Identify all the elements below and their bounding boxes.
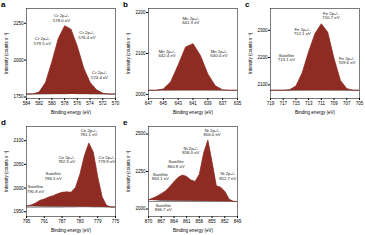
svg-text:870: 870 bbox=[145, 219, 153, 224]
svg-text:Fe 2p₃/₂710.7 eV: Fe 2p₃/₂710.7 eV bbox=[322, 11, 339, 21]
svg-text:Binding energy (eV): Binding energy (eV) bbox=[295, 110, 335, 115]
svg-text:2200: 2200 bbox=[257, 55, 268, 60]
svg-text:Fe 2p₃/₂712.1 eV: Fe 2p₃/₂712.1 eV bbox=[294, 27, 311, 37]
svg-text:787: 787 bbox=[58, 219, 66, 224]
svg-text:Satellite866.7 eV: Satellite866.7 eV bbox=[155, 203, 172, 213]
svg-text:2200: 2200 bbox=[135, 10, 146, 15]
html-text:a: a bbox=[1, 0, 6, 9]
svg-text:576: 576 bbox=[74, 101, 82, 106]
svg-text:705: 705 bbox=[356, 101, 364, 106]
svg-text:Intensity (counts s⁻¹): Intensity (counts s⁻¹) bbox=[248, 32, 253, 74]
svg-text:584: 584 bbox=[23, 101, 31, 106]
html-text:d: d bbox=[1, 118, 6, 127]
svg-text:582: 582 bbox=[35, 101, 43, 106]
svg-text:852: 852 bbox=[221, 219, 229, 224]
svg-text:Satellite863.1 eV: Satellite863.1 eV bbox=[152, 172, 169, 182]
svg-text:713: 713 bbox=[305, 101, 313, 106]
svg-text:578: 578 bbox=[61, 101, 69, 106]
svg-text:Ni 2p₃/₂852.7 eV: Ni 2p₃/₂852.7 eV bbox=[219, 171, 236, 181]
svg-text:2250: 2250 bbox=[13, 21, 24, 26]
svg-text:645: 645 bbox=[160, 101, 168, 106]
html-text:c: c bbox=[245, 0, 250, 9]
svg-text:Cr 2p₃/₂579.5 eV: Cr 2p₃/₂579.5 eV bbox=[34, 36, 51, 46]
svg-text:572: 572 bbox=[99, 101, 107, 106]
svg-text:Cr 2p₃/₂578.0 eV: Cr 2p₃/₂578.0 eV bbox=[53, 13, 70, 23]
svg-text:717: 717 bbox=[279, 101, 287, 106]
svg-text:2000: 2000 bbox=[135, 92, 146, 97]
html-text:b: b bbox=[123, 0, 128, 9]
svg-text:Fe 2p₃/₂709.6 eV: Fe 2p₃/₂709.6 eV bbox=[338, 56, 355, 66]
svg-text:2100: 2100 bbox=[13, 138, 24, 143]
svg-text:Binding energy (eV): Binding energy (eV) bbox=[173, 228, 213, 233]
svg-text:Satellite860.8 eV: Satellite860.8 eV bbox=[167, 159, 184, 169]
svg-text:639: 639 bbox=[204, 101, 212, 106]
html-text:e: e bbox=[123, 118, 128, 127]
svg-text:858: 858 bbox=[196, 219, 204, 224]
svg-text:635: 635 bbox=[234, 101, 242, 106]
svg-text:783: 783 bbox=[76, 219, 84, 224]
svg-text:637: 637 bbox=[219, 101, 227, 106]
svg-text:570: 570 bbox=[112, 101, 120, 106]
svg-text:775: 775 bbox=[112, 219, 120, 224]
svg-text:855: 855 bbox=[208, 219, 216, 224]
svg-text:Co 2p₃/₂781.1 eV: Co 2p₃/₂781.1 eV bbox=[80, 128, 97, 138]
svg-text:2000: 2000 bbox=[13, 58, 24, 63]
svg-text:791: 791 bbox=[41, 219, 49, 224]
svg-text:Binding energy (eV): Binding energy (eV) bbox=[173, 110, 213, 115]
svg-text:Binding energy (eV): Binding energy (eV) bbox=[51, 228, 91, 233]
svg-text:2250: 2250 bbox=[135, 169, 146, 174]
svg-text:Ni 2p₃/₂856.0 eV: Ni 2p₃/₂856.0 eV bbox=[203, 128, 220, 138]
svg-text:Mn 2p₃/₂641.3 eV: Mn 2p₃/₂641.3 eV bbox=[182, 16, 199, 26]
svg-text:795: 795 bbox=[23, 219, 31, 224]
svg-text:2100: 2100 bbox=[135, 51, 146, 56]
svg-text:849: 849 bbox=[234, 219, 242, 224]
svg-text:2100: 2100 bbox=[257, 82, 268, 87]
svg-text:2050: 2050 bbox=[13, 162, 24, 167]
svg-text:Satellite786.5 eV: Satellite786.5 eV bbox=[45, 171, 62, 181]
svg-text:580: 580 bbox=[48, 101, 56, 106]
svg-text:864: 864 bbox=[170, 219, 178, 224]
svg-text:Cr 2p₃/₂576.4 eV: Cr 2p₃/₂576.4 eV bbox=[78, 30, 95, 40]
svg-text:867: 867 bbox=[157, 219, 165, 224]
svg-text:Satellite713.1 eV: Satellite713.1 eV bbox=[278, 53, 295, 63]
svg-text:Co 2p₃/₂779.9 eV: Co 2p₃/₂779.9 eV bbox=[98, 155, 115, 165]
svg-text:Satellite790.8 eV: Satellite790.8 eV bbox=[27, 184, 44, 194]
svg-text:2000: 2000 bbox=[135, 206, 146, 211]
svg-text:Co 2p₃/₂782.3 eV: Co 2p₃/₂782.3 eV bbox=[58, 155, 75, 165]
svg-text:Binding energy (eV): Binding energy (eV) bbox=[51, 110, 91, 115]
svg-text:2500: 2500 bbox=[135, 131, 146, 136]
svg-text:Mn 2p₃/₂642.4 eV: Mn 2p₃/₂642.4 eV bbox=[158, 49, 175, 59]
svg-text:1750: 1750 bbox=[13, 94, 24, 99]
svg-text:643: 643 bbox=[174, 101, 182, 106]
svg-text:Intensity (counts s⁻¹): Intensity (counts s⁻¹) bbox=[126, 150, 131, 192]
svg-text:709: 709 bbox=[330, 101, 338, 106]
svg-text:861: 861 bbox=[183, 219, 191, 224]
svg-text:711: 711 bbox=[318, 101, 326, 106]
svg-text:Mn 2p₃/₂640.0 eV: Mn 2p₃/₂640.0 eV bbox=[210, 49, 227, 59]
svg-text:Intensity (counts s⁻¹): Intensity (counts s⁻¹) bbox=[4, 150, 9, 192]
svg-text:1950: 1950 bbox=[13, 209, 24, 214]
svg-text:574: 574 bbox=[86, 101, 94, 106]
svg-text:715: 715 bbox=[292, 101, 300, 106]
svg-text:Ni 2p₃/₂858.0 eV: Ni 2p₃/₂858.0 eV bbox=[182, 146, 199, 156]
svg-text:719: 719 bbox=[267, 101, 275, 106]
svg-text:Intensity (counts s⁻¹): Intensity (counts s⁻¹) bbox=[126, 32, 131, 74]
svg-text:Cr 2p₃/₂574.4 eV: Cr 2p₃/₂574.4 eV bbox=[91, 70, 108, 80]
svg-text:2000: 2000 bbox=[13, 186, 24, 191]
svg-text:Intensity (counts s⁻¹): Intensity (counts s⁻¹) bbox=[4, 32, 9, 74]
svg-text:2300: 2300 bbox=[257, 28, 268, 33]
svg-text:647: 647 bbox=[145, 101, 153, 106]
svg-text:779: 779 bbox=[94, 219, 102, 224]
svg-text:707: 707 bbox=[343, 101, 351, 106]
svg-text:641: 641 bbox=[189, 101, 197, 106]
